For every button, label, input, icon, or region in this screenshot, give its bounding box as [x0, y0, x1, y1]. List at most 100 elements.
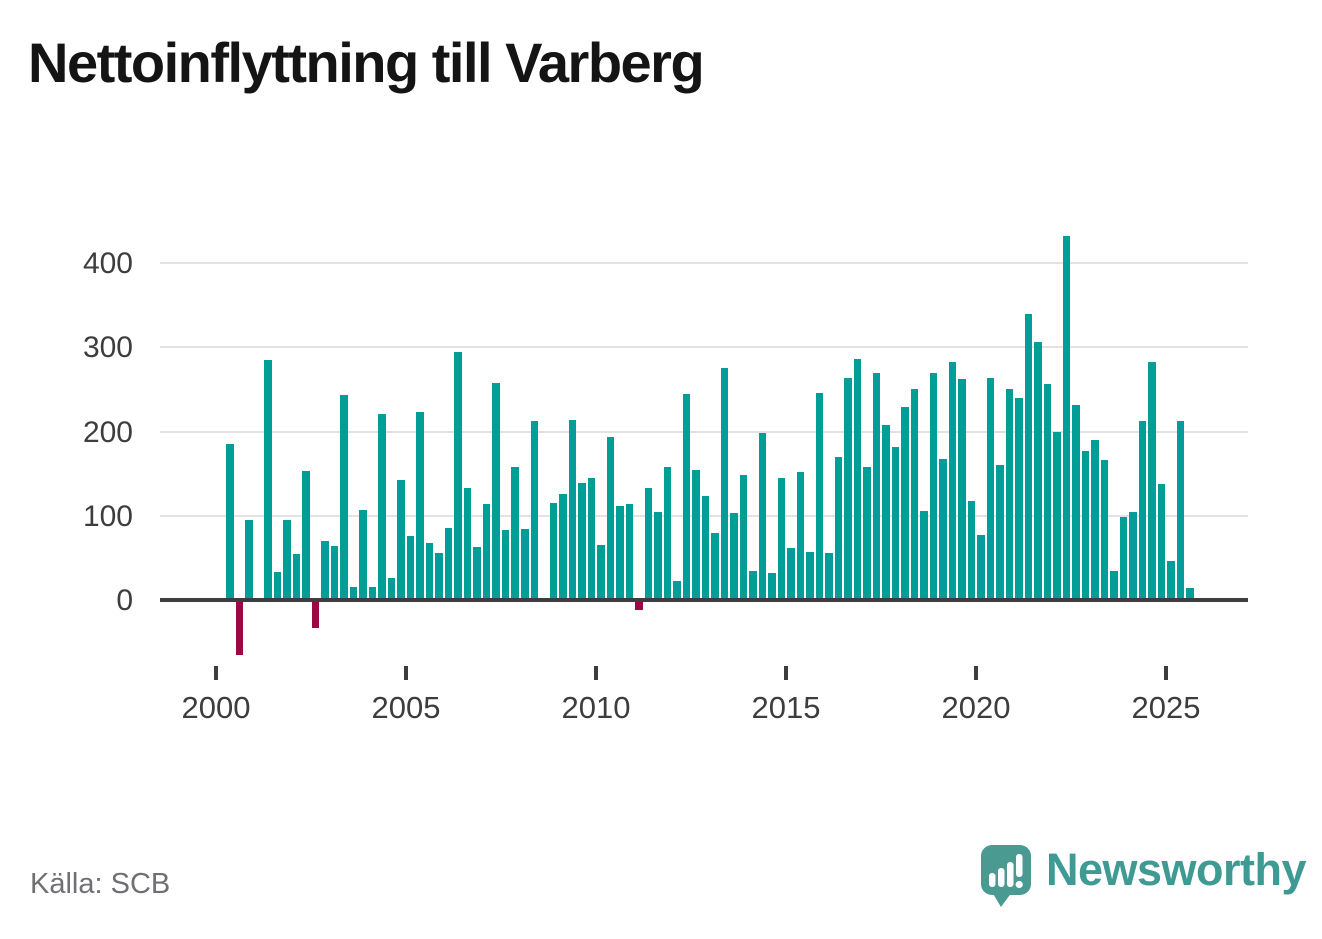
bar-2007-q4	[511, 466, 519, 600]
bar-2024-q1	[1129, 512, 1137, 600]
bar-2015-q3	[806, 552, 814, 600]
bar-2020-q3	[996, 465, 1004, 600]
bar-2011-q2	[644, 487, 653, 600]
bar-2015-q2	[796, 471, 805, 600]
page-title: Nettoinflyttning till Varberg	[28, 31, 705, 94]
bar-2018-q4	[929, 372, 938, 600]
bar-2022-q3	[1072, 405, 1080, 600]
bar-2006-q1	[444, 528, 453, 600]
bar-2002-q4	[321, 541, 329, 600]
bar-2011-q3	[654, 511, 662, 600]
bar-2021-q4	[1043, 383, 1052, 600]
bar-2015-q1	[787, 547, 795, 600]
bar-2009-q4	[587, 477, 596, 600]
bar-2001-q3	[273, 572, 282, 600]
bar-2020-q2	[986, 378, 995, 600]
x-axis-tick-2000	[214, 666, 218, 680]
bar-2025-q3	[1186, 588, 1194, 600]
bar-2021-q1	[1015, 397, 1023, 600]
bar-2003-q3	[349, 586, 358, 600]
bar-2024-q4	[1157, 483, 1166, 600]
bar-2023-q3	[1110, 571, 1118, 600]
bar-2009-q1	[559, 493, 567, 600]
bar-2013-q3	[730, 513, 738, 600]
bar-2008-q4	[549, 503, 558, 600]
bar-2015-q4	[815, 392, 824, 600]
bar-2003-q2	[340, 395, 348, 600]
newsworthy-speech-bubble-icon	[981, 845, 1031, 907]
bar-2006-q2	[454, 352, 462, 600]
bar-2025-q2	[1176, 420, 1185, 600]
bar-2008-q2	[530, 421, 539, 600]
bar-2010-q4	[625, 504, 634, 600]
bar-2023-q4	[1119, 517, 1128, 600]
x-axis-tick-2025	[1164, 666, 1168, 680]
bar-2020-q4	[1005, 389, 1014, 600]
bar-2019-q1	[939, 459, 947, 600]
bar-2018-q1	[901, 407, 909, 600]
bar-2004-q4	[397, 480, 405, 600]
bar-2016-q3	[844, 378, 852, 600]
bar-2019-q4	[967, 501, 976, 600]
source-label: Källa: SCB	[30, 868, 171, 900]
bar-2018-q2	[910, 388, 919, 600]
bar-2012-q1	[673, 580, 681, 600]
bar-2023-q1	[1091, 439, 1099, 600]
y-axis-label-300: 300	[82, 331, 133, 365]
bar-2014-q4	[777, 477, 786, 600]
bar-2005-q3	[425, 542, 434, 600]
bar-2025-q1	[1167, 561, 1175, 600]
x-axis-label-2010: 2010	[561, 690, 631, 725]
x-axis-tick-2005	[404, 666, 408, 680]
bar-2019-q3	[958, 379, 966, 600]
bar-2012-q2	[682, 394, 691, 600]
bar-2009-q2	[568, 419, 577, 600]
bar-2003-q4	[359, 509, 367, 600]
bar-2002-q1	[292, 553, 301, 600]
bar-2020-q1	[977, 535, 985, 600]
bar-2010-q1	[597, 545, 605, 600]
bar-2022-q1	[1053, 432, 1061, 600]
bar-2010-q2	[606, 437, 615, 600]
bar-2022-q4	[1081, 450, 1090, 600]
bar-2009-q3	[578, 482, 586, 600]
bar-2006-q3	[463, 487, 472, 600]
bar-2004-q1	[368, 587, 377, 600]
bar-2023-q2	[1100, 460, 1109, 600]
bar-2017-q3	[882, 424, 890, 600]
x-axis-label-2020: 2020	[941, 690, 1011, 725]
x-axis-tick-2010	[594, 666, 598, 680]
gridline-400	[160, 262, 1248, 264]
bar-2024-q2	[1138, 420, 1147, 600]
x-axis-label-2025: 2025	[1131, 690, 1201, 725]
newsworthy-logo-link[interactable]: Newsworthy	[980, 844, 1307, 914]
bar-2000-q4	[245, 520, 253, 600]
bar-2002-q2	[302, 471, 310, 600]
bar-2012-q4	[701, 496, 710, 600]
bar-2017-q1	[863, 466, 871, 600]
x-axis-label-2015: 2015	[751, 690, 821, 725]
bar-2000-q3	[235, 600, 244, 655]
bar-2016-q1	[825, 552, 833, 600]
bar-2016-q2	[834, 456, 843, 600]
bar-2011-q1	[635, 600, 643, 611]
bar-2021-q3	[1034, 342, 1042, 600]
bar-2002-q3	[311, 600, 320, 628]
bar-2004-q3	[387, 578, 396, 600]
newsworthy-wordmark: Newsworthy	[1046, 844, 1307, 895]
bar-2014-q3	[768, 573, 776, 600]
gridline-300	[160, 346, 1248, 349]
bar-2013-q1	[711, 533, 719, 600]
bar-2007-q2	[492, 382, 500, 600]
bar-2008-q1	[521, 529, 529, 600]
bar-2007-q3	[501, 530, 510, 600]
bar-2005-q1	[406, 536, 415, 600]
bar-2024-q3	[1148, 361, 1156, 600]
bar-2017-q4	[891, 446, 900, 600]
bar-2001-q4	[283, 520, 291, 600]
bar-2005-q2	[416, 412, 424, 600]
y-axis-label-0: 0	[116, 584, 133, 617]
bar-2014-q2	[758, 433, 767, 600]
x-axis-line	[160, 598, 1248, 602]
